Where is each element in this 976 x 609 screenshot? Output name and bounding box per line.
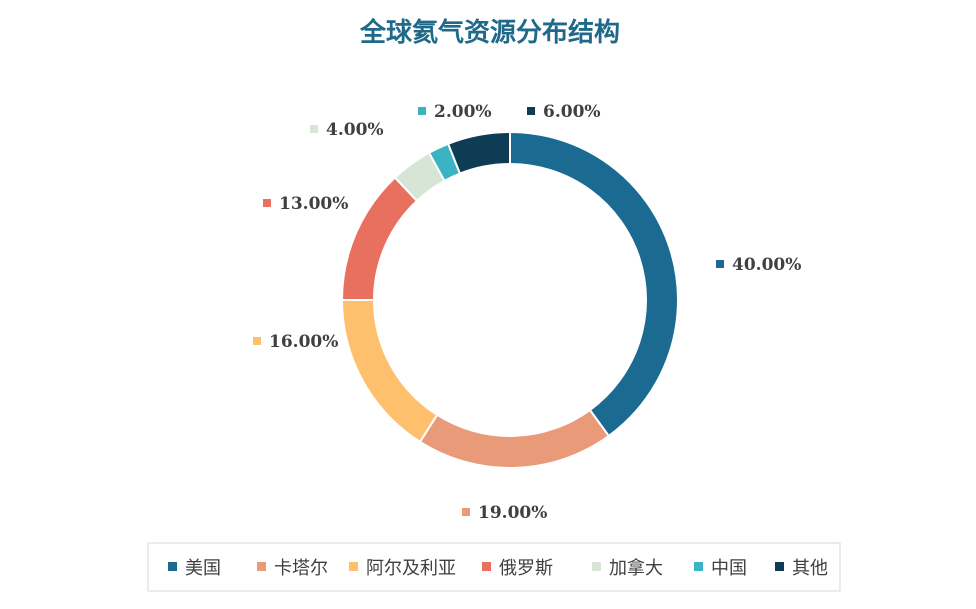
data-labels: 40.00% 19.00% 16.00% 13.00% 4.00% 2.00% 6.00%	[253, 102, 801, 523]
data-label-marker-2	[253, 337, 261, 345]
legend-marker-3	[482, 562, 491, 571]
legend-label-3: 俄罗斯	[499, 558, 553, 579]
legend-marker-0	[168, 562, 177, 571]
data-label-4: 4.00%	[326, 120, 384, 140]
data-label-marker-1	[462, 508, 470, 516]
data-label-marker-4	[310, 125, 318, 133]
legend-label-2: 阿尔及利亚	[366, 558, 456, 579]
legend-marker-2	[349, 562, 358, 571]
legend-marker-6	[775, 562, 784, 571]
data-label-5: 2.00%	[434, 102, 492, 122]
legend-label-1: 卡塔尔	[274, 558, 328, 579]
data-label-1: 19.00%	[478, 503, 547, 523]
data-label-2: 16.00%	[269, 332, 338, 352]
legend-marker-5	[694, 562, 703, 571]
data-label-0: 40.00%	[732, 255, 801, 275]
data-label-6: 6.00%	[543, 102, 601, 122]
legend-label-4: 加拿大	[609, 557, 663, 579]
data-label-3: 13.00%	[279, 194, 348, 214]
data-label-marker-0	[716, 260, 724, 268]
chart-legend: 美国 卡塔尔 阿尔及利亚 俄罗斯 加拿大 中国 其他	[168, 557, 828, 579]
data-label-marker-6	[527, 107, 535, 115]
legend-label-6: 其他	[792, 558, 828, 579]
legend-marker-4	[592, 562, 601, 571]
data-label-marker-3	[263, 199, 271, 207]
legend-label-5: 中国	[711, 558, 747, 579]
donut-chart	[340, 130, 679, 469]
data-label-marker-5	[418, 107, 426, 115]
donut-slice-6	[446, 130, 511, 175]
chart-title: 全球氦气资源分布结构	[359, 17, 620, 48]
legend-marker-1	[257, 562, 266, 571]
legend-label-0: 美国	[185, 558, 221, 579]
